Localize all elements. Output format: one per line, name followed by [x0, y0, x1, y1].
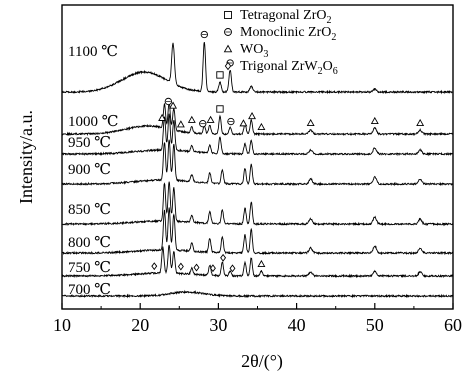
trace-label: 950 ℃ [68, 135, 111, 151]
x-tick-label: 60 [444, 315, 462, 335]
xrd-trace [61, 113, 454, 157]
legend-label: Trigonal ZrW2O6 [240, 59, 338, 77]
trace-label-group: 700 ℃ 750 ℃ 800 ℃ 850 ℃ 900 ℃ 950 ℃ 1000 ℃ 1100… [68, 44, 119, 298]
square-marker [216, 71, 224, 79]
triangle-marker [239, 119, 248, 127]
x-axis-label: 2θ/(°) [241, 351, 283, 372]
diamond-marker [229, 264, 236, 273]
diamond-marker [151, 262, 158, 271]
legend-label: Tetragonal ZrO2 [240, 8, 331, 26]
legend-label: Monoclinic ZrO2 [240, 25, 336, 43]
diamond-marker [220, 253, 227, 262]
trace-label: 700 ℃ [68, 282, 111, 298]
x-axis-ticks: 10 20 30 40 50 60 [53, 303, 462, 335]
trace-group [61, 42, 454, 299]
trace-label: 900 ℃ [68, 162, 111, 178]
xrd-trace [61, 244, 454, 279]
xrd-trace [61, 139, 454, 187]
trace-label: 1000 ℃ [68, 114, 119, 130]
triangle-marker [306, 118, 315, 127]
triangle-marker [158, 113, 167, 121]
square-marker [216, 105, 224, 113]
x-tick-label: 40 [288, 315, 306, 335]
triangle-marker [257, 259, 266, 268]
xrd-trace [61, 42, 454, 95]
triangle-marker [187, 115, 196, 123]
x-tick-label: 10 [53, 315, 71, 335]
x-tick-label: 30 [209, 315, 227, 335]
legend-square-icon [224, 11, 232, 19]
trace-label: 1100 ℃ [68, 44, 118, 60]
legend-triangle-icon [223, 44, 233, 53]
trace-label: 750 ℃ [68, 260, 111, 276]
triangle-marker [257, 122, 266, 131]
triangle-marker [176, 120, 185, 128]
xrd-trace [61, 289, 454, 299]
diamond-marker [209, 264, 216, 273]
triangle-marker [370, 116, 379, 125]
triangle-marker [169, 101, 178, 109]
x-tick-label: 20 [131, 315, 149, 335]
legend-diamond-icon [224, 61, 232, 71]
xrd-trace [61, 181, 454, 227]
triangle-marker [248, 111, 256, 120]
legend-label: WO3 [240, 42, 268, 60]
triangle-marker [206, 115, 215, 123]
xrd-trace [61, 207, 454, 256]
phase-marker-group [151, 30, 425, 273]
trace-label: 800 ℃ [68, 235, 111, 251]
y-axis-label: Intensity/a.u. [16, 110, 36, 204]
diamond-marker [177, 262, 184, 271]
triangle-marker [416, 118, 425, 127]
xrd-trace [61, 102, 454, 137]
x-tick-label: 50 [366, 315, 384, 335]
trace-label: 850 ℃ [68, 202, 111, 218]
diamond-marker [193, 263, 200, 272]
